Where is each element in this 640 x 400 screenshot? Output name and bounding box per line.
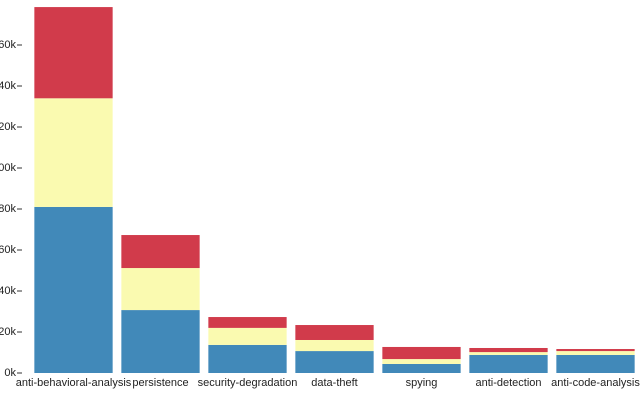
y-tick-label: 100k xyxy=(0,162,16,174)
y-tick-label: 160k xyxy=(0,39,16,51)
bar-segment xyxy=(295,339,374,352)
bar-segment xyxy=(469,347,548,353)
bar-segment xyxy=(382,346,461,360)
y-tick-label: 140k xyxy=(0,80,16,92)
bar-segment xyxy=(34,98,113,207)
bar-segment xyxy=(556,349,635,352)
bar-segment xyxy=(34,7,113,99)
y-tick-label: 120k xyxy=(0,121,16,133)
bar-segment xyxy=(295,325,374,340)
bar-segment xyxy=(295,351,374,373)
bar-segment xyxy=(34,206,113,373)
x-tick-label: persistence xyxy=(132,377,188,389)
y-tick-label: 80k xyxy=(0,203,16,215)
x-tick-label: anti-behavioral-analysis xyxy=(16,377,132,389)
bar-segment xyxy=(121,235,200,269)
bar-segment xyxy=(208,317,287,328)
bar-segment xyxy=(469,352,548,355)
x-tick-label: data-theft xyxy=(311,377,357,389)
bar-segment xyxy=(121,268,200,311)
bar-segment xyxy=(382,363,461,373)
bar-segment xyxy=(208,327,287,345)
bar-segment xyxy=(556,354,635,373)
bar-segment xyxy=(382,359,461,364)
x-tick-label: anti-detection xyxy=(475,377,541,389)
x-tick-label: anti-code-analysis xyxy=(551,377,640,389)
x-tick-label: spying xyxy=(406,377,438,389)
bar-segment xyxy=(556,351,635,355)
x-tick-label: security-degradation xyxy=(198,377,298,389)
bar-segment xyxy=(469,354,548,373)
bar-segment xyxy=(121,310,200,373)
y-tick-label: 0k xyxy=(4,367,16,379)
y-tick-label: 60k xyxy=(0,244,16,256)
y-tick-label: 20k xyxy=(0,326,16,338)
y-tick-label: 40k xyxy=(0,285,16,297)
bar-segment xyxy=(208,344,287,373)
